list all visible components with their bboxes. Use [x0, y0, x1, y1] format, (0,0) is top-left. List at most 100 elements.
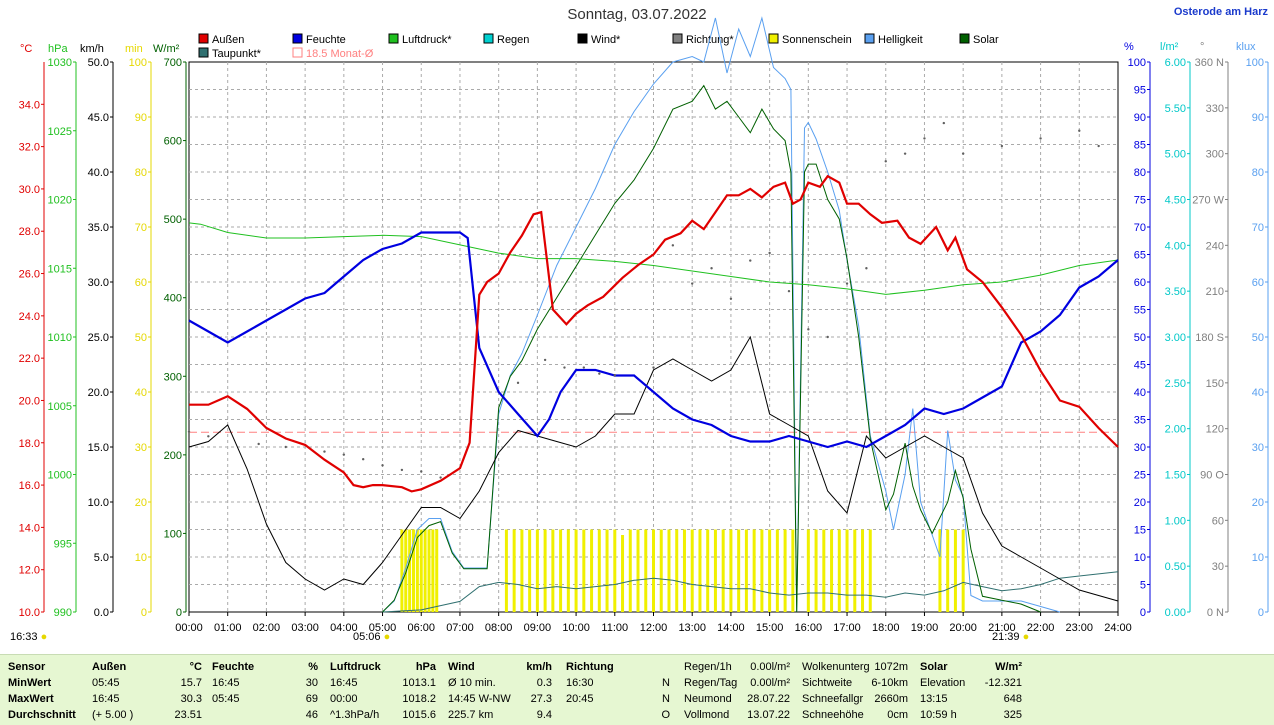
stats-value: 46	[305, 709, 318, 721]
legend-item: Richtung*	[686, 34, 734, 46]
x-axis-tick-label: 23:00	[1066, 622, 1094, 634]
stats-value: 0.00l/m²	[750, 677, 790, 689]
sunshine-bar	[775, 529, 779, 612]
axis-tick-label: 300	[1206, 149, 1224, 161]
axis-tick-label: 60	[1134, 277, 1146, 289]
sunshine-bar	[605, 529, 609, 612]
direction-point	[323, 450, 326, 453]
axis-tick-label: 1015	[48, 263, 72, 275]
x-axis-tick-label: 11:00	[601, 622, 628, 634]
stats-value: 69	[305, 693, 318, 705]
axis-tick-label: 80	[1252, 167, 1264, 179]
axis-unit-label: l/m²	[1160, 41, 1179, 53]
axis-tick-label: 200	[164, 450, 182, 462]
sunshine-bar	[837, 529, 841, 612]
axis-tick-label: 3.50	[1165, 286, 1186, 298]
stats-value: N	[662, 677, 670, 689]
stats-regen-col: Regen/1h 0.00l/m² Regen/Tag 0.00l/m² Neumo…	[684, 659, 790, 723]
stats-wind-col: Wind km/h Ø 10 min. 0.3 14:45 W-NW 27.3 225…	[448, 659, 552, 723]
axis-tick-label: 5	[1140, 580, 1146, 592]
axis-tick-label: 270 W	[1192, 195, 1224, 207]
axis-tick-label: 10	[1252, 552, 1264, 564]
sunshine-bar	[853, 529, 857, 612]
axis-unit-label: min	[125, 43, 143, 55]
sunshine-bar	[408, 529, 412, 612]
stats-value: 1013.1	[402, 677, 436, 689]
axis-tick-label: 990	[54, 607, 72, 619]
stats-value: 15.7	[180, 677, 202, 689]
direction-point	[923, 137, 926, 140]
x-axis-tick-label: 07:00	[446, 622, 474, 634]
sunshine-bar	[814, 529, 818, 612]
sunshine-bar	[760, 529, 764, 612]
sunshine-bar	[582, 529, 586, 612]
direction-point	[749, 259, 752, 262]
axis-tick-label: 2.00	[1165, 424, 1186, 436]
axis-tick-label: 5.00	[1165, 149, 1186, 161]
axis-tick-label: 50	[1252, 332, 1264, 344]
series-line-feuchte	[188, 231, 1119, 449]
x-axis-tick-label: 12:00	[640, 622, 668, 634]
axis-tick-label: 34.0	[19, 99, 40, 111]
axis-tick-label: 0	[176, 607, 182, 619]
axis-tick-label: 15.0	[88, 442, 109, 454]
direction-point	[516, 381, 520, 385]
axis-tick-label: 6.00	[1165, 57, 1186, 69]
series-line-luftdruck	[188, 222, 1119, 295]
direction-point	[284, 445, 287, 449]
stats-value: 0.3	[536, 677, 552, 689]
station-name[interactable]: Osterode am Harz	[1173, 6, 1268, 18]
legend-swatch	[483, 33, 494, 44]
stats-row-label: Durchschnitt	[8, 709, 76, 721]
x-axis-tick-label: 21:00	[988, 622, 1016, 634]
stats-value: N	[662, 693, 670, 705]
stats-value: 0cm	[887, 709, 908, 721]
axis-tick-label: 95	[1134, 85, 1146, 97]
stats-label: Wolkenunterg	[802, 661, 870, 673]
axis-tick-label: 1030	[48, 57, 72, 69]
sunshine-bar	[868, 529, 872, 612]
sunshine-bar	[621, 535, 625, 612]
sunshine-bar	[559, 529, 563, 612]
stats-label: Schneefallgr	[802, 693, 864, 705]
stats-time: 20:45	[566, 693, 594, 705]
axis-tick-label: 75	[1134, 195, 1146, 207]
stats-header: Solar	[920, 661, 948, 673]
stats-sensor-col: Sensor MinWert MaxWert Durchschnitt	[8, 659, 76, 723]
sunshine-bar	[690, 529, 694, 612]
sunshine-bar	[861, 529, 865, 612]
axis-tick-label: 40	[135, 387, 147, 399]
axis-tick-label: 0.0	[94, 607, 109, 619]
axis-tick-label: 0	[1140, 607, 1146, 619]
stats-row-label: MaxWert	[8, 693, 54, 705]
stats-time: 05:45	[92, 677, 120, 689]
axis-tick-label: 25.0	[88, 332, 109, 344]
series-line-wind	[188, 335, 1119, 602]
stats-unit: W/m²	[995, 661, 1022, 673]
axis-tick-label: 60	[1212, 515, 1224, 527]
sunshine-bar	[435, 529, 439, 612]
direction-point	[400, 468, 404, 472]
direction-point	[207, 435, 210, 438]
axis-tick-label: 300	[164, 371, 182, 383]
stats-value: 30	[305, 677, 318, 689]
axis-tick-label: 400	[164, 293, 182, 305]
axis-unit-label: km/h	[80, 43, 104, 55]
axis-tick-label: 5.50	[1165, 103, 1186, 115]
direction-point	[710, 267, 713, 270]
axis-tick-label: 1005	[48, 401, 72, 413]
stats-label: 10:59 h	[920, 709, 957, 721]
sunshine-bar	[412, 529, 416, 612]
stats-value: 1015.6	[402, 709, 436, 721]
stats-unit: %	[308, 661, 318, 673]
axis-tick-label: 12.0	[19, 565, 40, 577]
sunshine-bar	[400, 529, 404, 612]
stats-value: 1018.2	[402, 693, 436, 705]
x-axis-tick-label: 01:00	[214, 622, 242, 634]
sunshine-bar	[682, 529, 686, 612]
axis-tick-label: 10	[135, 552, 147, 564]
axis-tick-label: 16.0	[19, 480, 40, 492]
axis-tick-label: 100	[129, 57, 147, 69]
sunshine-bar	[791, 529, 795, 612]
axis-tick-label: 45	[1134, 360, 1146, 372]
